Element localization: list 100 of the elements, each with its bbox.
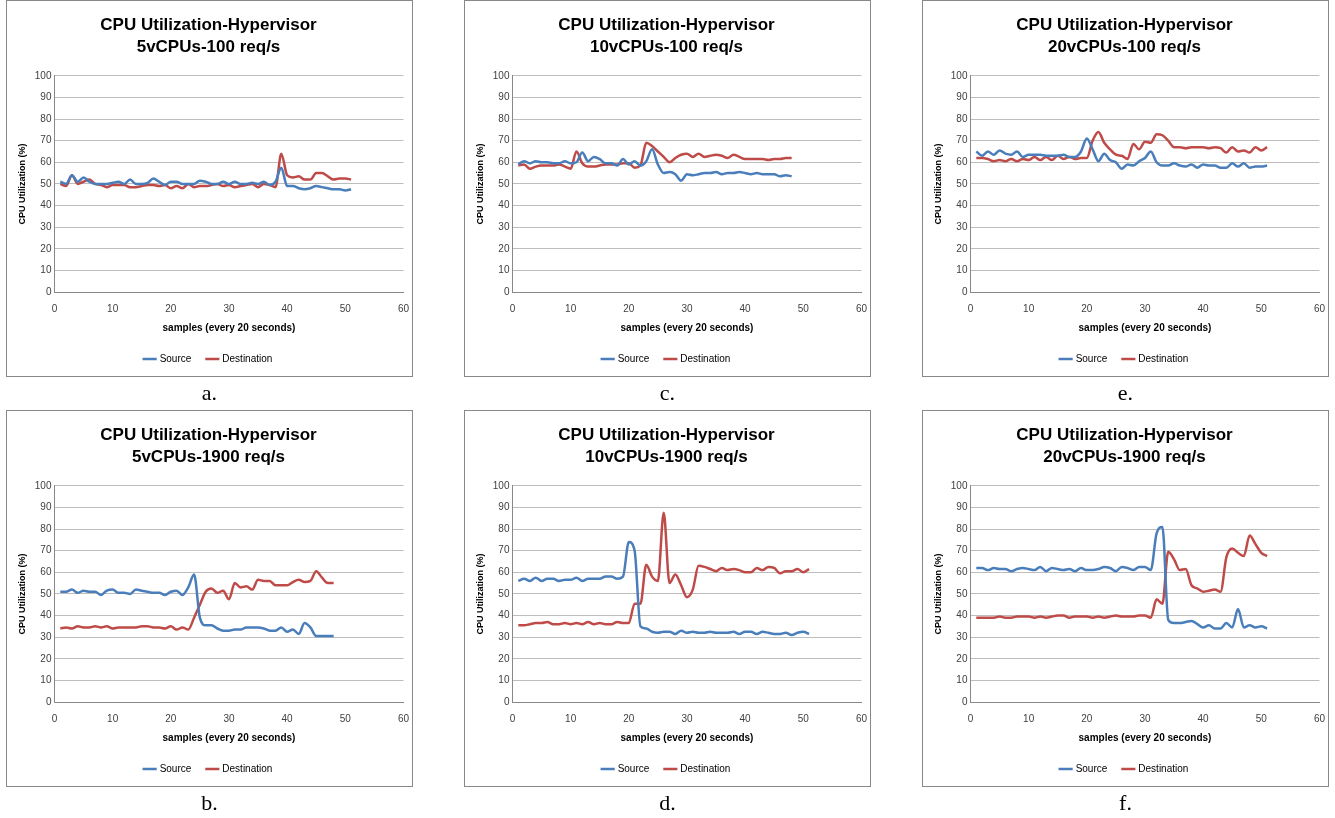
- chart-title: CPU Utilization-Hypervisor: [100, 14, 318, 34]
- y-tick-label: 0: [503, 695, 510, 707]
- text: c.: [658, 380, 677, 406]
- x-tick-label: 50: [797, 712, 810, 724]
- chart-subtitle: 20vCPUs-100 req/s: [1047, 37, 1202, 57]
- y-tick-label: 0: [45, 285, 52, 297]
- line-series: [517, 148, 793, 182]
- legend-label: Destination: [222, 352, 273, 364]
- y-tick-label: 60: [956, 566, 968, 578]
- y-tick-label: 60: [956, 156, 968, 168]
- y-tick-label: 40: [956, 609, 968, 621]
- legend-label: Source: [617, 762, 650, 774]
- y-tick-label: 10: [498, 264, 510, 276]
- y-tick-label: 50: [40, 177, 52, 189]
- x-tick-label: 60: [855, 712, 868, 724]
- x-tick-label: 20: [1081, 302, 1093, 314]
- y-axis-title: CPU Utilization (%): [16, 553, 27, 635]
- y-tick-label: 60: [40, 566, 52, 578]
- y-tick-label: 100: [34, 69, 52, 81]
- chart-title: CPU Utilization-Hypervisor: [100, 424, 318, 444]
- y-tick-label: 20: [956, 652, 968, 664]
- chart-subtitle: 5vCPUs-100 req/s: [136, 37, 281, 57]
- y-tick-label: 40: [40, 199, 52, 211]
- y-tick-label: 90: [40, 501, 52, 513]
- y-tick-label: 100: [492, 69, 510, 81]
- chart-subtitle: 10vCPUs-100 req/s: [589, 37, 744, 57]
- y-tick-label: 80: [40, 112, 52, 124]
- y-tick-label: 10: [40, 264, 52, 276]
- legend-label: Source: [617, 352, 650, 364]
- y-tick-label: 10: [956, 264, 968, 276]
- x-tick-label: 10: [565, 712, 577, 724]
- y-tick-label: 70: [498, 544, 510, 556]
- y-tick-label: 60: [498, 156, 510, 168]
- y-tick-label: 30: [956, 630, 968, 642]
- y-tick-label: 0: [503, 285, 510, 297]
- y-tick-label: 40: [498, 609, 510, 621]
- x-tick-label: 10: [565, 302, 577, 314]
- legend-label: Destination: [680, 762, 731, 774]
- y-tick-label: 90: [40, 91, 52, 103]
- x-axis-title: samples (every 20 seconds): [1078, 731, 1212, 743]
- y-tick-label: 80: [498, 522, 510, 534]
- chart-subtitle: 10vCPUs-1900 req/s: [585, 447, 748, 467]
- x-tick-label: 40: [1197, 712, 1210, 724]
- chart-title: CPU Utilization-Hypervisor: [558, 14, 776, 34]
- x-tick-label: 40: [739, 302, 752, 314]
- text: a.: [200, 380, 219, 406]
- line-series: [975, 525, 1269, 630]
- y-tick-label: 40: [498, 199, 510, 211]
- y-axis-title: CPU Utilization (%): [932, 553, 943, 635]
- line-series: [59, 166, 353, 192]
- y-tick-label: 20: [40, 652, 52, 664]
- x-axis-title: samples (every 20 seconds): [620, 731, 754, 743]
- x-axis-title: samples (every 20 seconds): [620, 321, 754, 333]
- y-tick-label: 30: [40, 630, 52, 642]
- y-tick-label: 20: [40, 242, 52, 254]
- text: e.: [1116, 380, 1135, 406]
- y-tick-label: 100: [950, 479, 968, 491]
- y-tick-label: 50: [40, 587, 52, 599]
- legend-label: Destination: [1138, 352, 1189, 364]
- y-axis-title: CPU Utilization (%): [474, 143, 485, 225]
- line-series: [59, 569, 335, 631]
- x-axis-title: samples (every 20 seconds): [1078, 321, 1212, 333]
- y-tick-label: 90: [956, 91, 968, 103]
- y-tick-label: 0: [961, 695, 968, 707]
- legend-label: Source: [1075, 352, 1108, 364]
- x-axis-title: samples (every 20 seconds): [162, 731, 296, 743]
- legend-label: Destination: [1138, 762, 1189, 774]
- x-tick-label: 40: [281, 302, 294, 314]
- y-tick-label: 80: [956, 112, 968, 124]
- chart-subtitle: 5vCPUs-1900 req/s: [131, 447, 286, 467]
- legend-label: Destination: [680, 352, 731, 364]
- x-tick-label: 30: [223, 712, 235, 724]
- y-tick-label: 50: [498, 587, 510, 599]
- y-tick-label: 50: [956, 587, 968, 599]
- y-tick-label: 70: [498, 134, 510, 146]
- y-tick-label: 10: [956, 674, 968, 686]
- y-tick-label: 30: [498, 220, 510, 232]
- y-axis-title: CPU Utilization (%): [932, 143, 943, 225]
- text: b.: [200, 790, 219, 816]
- y-tick-label: 20: [956, 242, 968, 254]
- y-tick-label: 70: [956, 134, 968, 146]
- chart-subtitle: 20vCPUs-1900 req/s: [1043, 447, 1206, 467]
- y-tick-label: 70: [956, 544, 968, 556]
- y-axis-title: CPU Utilization (%): [474, 553, 485, 635]
- x-tick-label: 10: [107, 712, 119, 724]
- x-tick-label: 30: [1139, 712, 1151, 724]
- y-tick-label: 30: [956, 220, 968, 232]
- x-tick-label: 50: [339, 302, 352, 314]
- y-tick-label: 30: [498, 630, 510, 642]
- x-tick-label: 30: [681, 302, 693, 314]
- x-tick-label: 50: [1255, 712, 1268, 724]
- line-series: [517, 540, 811, 637]
- x-tick-label: 50: [339, 712, 352, 724]
- line-series: [517, 511, 811, 627]
- legend-label: Source: [1075, 762, 1108, 774]
- y-tick-label: 60: [40, 156, 52, 168]
- legend-label: Destination: [222, 762, 273, 774]
- chart-title: CPU Utilization-Hypervisor: [1016, 14, 1234, 34]
- x-tick-label: 30: [1139, 302, 1151, 314]
- x-tick-label: 10: [107, 302, 119, 314]
